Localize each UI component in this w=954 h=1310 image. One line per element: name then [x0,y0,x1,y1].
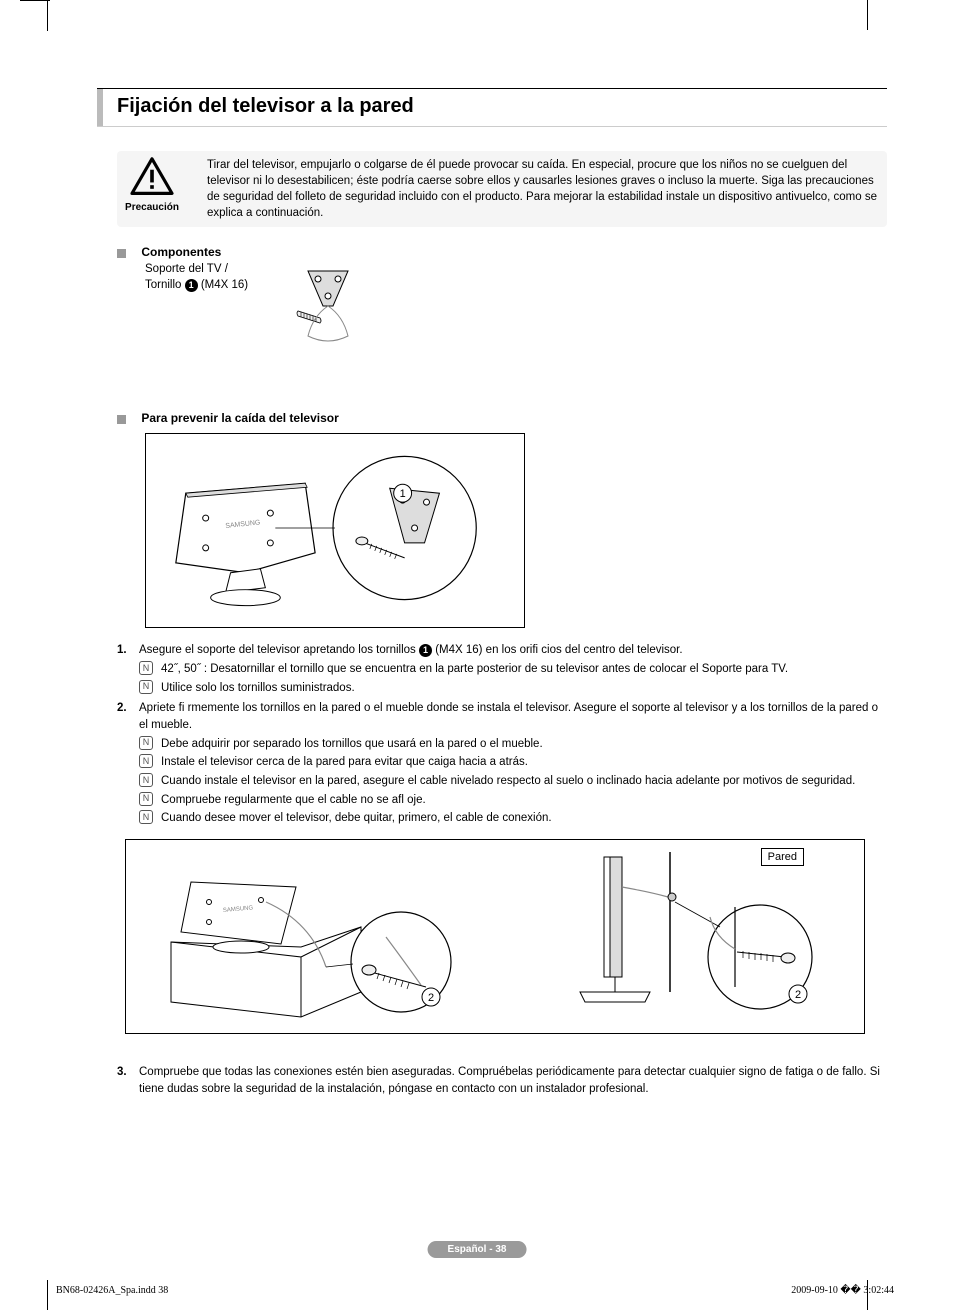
note-text: Utilice solo los tornillos suministrados… [161,680,355,697]
note-icon: N [139,773,153,787]
note-line: N Cuando instale el televisor en la pared… [139,773,887,790]
component-line2-prefix: Tornillo [145,279,185,291]
note-text: Cuando instale el televisor en la pared,… [161,773,855,790]
square-bullet-icon [117,249,126,258]
page-title: Fijación del televisor a la pared [117,95,887,118]
section-heading-row: Para prevenir la caída del televisor [117,411,887,425]
note-text: Instale el televisor cerca de la pared p… [161,754,528,771]
note-line: N Instale el televisor cerca de la pared … [139,754,887,771]
note-text: Debe adquirir por separado los tornillos… [161,736,543,753]
crop-mark [867,0,897,30]
step-body: Compruebe que todas las conexiones estén… [139,1064,887,1097]
caution-icon-wrap: Precaución [117,157,187,221]
print-footer: BN68-02426A_Spa.indd 38 2009-09-10 �� 3:… [56,1285,894,1296]
caution-text: Tirar del televisor, empujarlo o colgars… [207,157,877,221]
note-text: Cuando desee mover el televisor, debe qu… [161,810,552,827]
note-line: N 42˝, 50˝ : Desatornillar el tornillo qu… [139,661,887,678]
components-section: Componentes Soporte del TV / Tornillo 1 … [117,245,887,351]
title-bar: Fijación del televisor a la pared [97,88,887,127]
step3-text: Compruebe que todas las conexiones estén… [139,1066,880,1095]
step2-text: Apriete fi rmemente los tornillos en la … [139,702,878,731]
bracket-screw-diagram [278,261,378,351]
furniture-mount-diagram: SAMSUNG [126,840,495,1033]
note-text: Compruebe regularmente que el cable no s… [161,792,426,809]
note-icon: N [139,661,153,675]
footer-filename: BN68-02426A_Spa.indd 38 [56,1285,168,1296]
step-item: 1. Asegure el soporte del televisor apre… [117,642,887,696]
tv-bracket-diagram: SAMSUNG [145,433,525,628]
caution-label: Precaución [117,202,187,213]
caution-box: Precaución Tirar del televisor, empujarl… [117,151,887,227]
circled-number-icon: 1 [419,644,432,657]
prevent-section: Para prevenir la caída del televisor SAM… [117,411,887,628]
diagram-marker-1: 1 [400,489,406,501]
wall-mount-diagram: Pared [495,840,864,1033]
note-line: N Cuando desee mover el televisor, debe q… [139,810,887,827]
component-line2-suffix: (M4X 16) [198,279,249,291]
step-body: Apriete fi rmemente los tornillos en la … [139,700,887,827]
square-bullet-icon [117,415,126,424]
component-row: Soporte del TV / Tornillo 1 (M4X 16) [117,261,887,351]
note-icon: N [139,736,153,750]
component-line1: Soporte del TV / [145,263,228,275]
page-number-pill: Español - 38 [428,1241,527,1258]
dual-installation-diagram: SAMSUNG [125,839,865,1034]
step1-text-a: Asegure el soporte del televisor apretan… [139,644,419,656]
step-number: 2. [117,700,139,827]
section-heading-row: Componentes [117,245,887,259]
note-line: N Debe adquirir por separado los tornillo… [139,736,887,753]
svg-text:2: 2 [427,992,433,1004]
footer-timestamp: 2009-09-10 �� 3:02:44 [791,1285,894,1296]
component-text: Soporte del TV / Tornillo 1 (M4X 16) [145,261,248,351]
crop-mark [20,0,50,30]
step-body: Asegure el soporte del televisor apretan… [139,642,887,696]
page-content: Fijación del televisor a la pared Precau… [97,88,887,1101]
step-item: 2. Apriete fi rmemente los tornillos en … [117,700,887,827]
note-icon: N [139,792,153,806]
steps-list-continued: 3. Compruebe que todas las conexiones es… [117,1064,887,1097]
svg-text:2: 2 [794,989,800,1001]
crop-mark [20,1280,50,1310]
wall-label: Pared [761,848,804,866]
step-number: 3. [117,1064,139,1097]
note-icon: N [139,810,153,824]
note-line: N Compruebe regularmente que el cable no … [139,792,887,809]
components-heading: Componentes [141,245,221,259]
note-text: 42˝, 50˝ : Desatornillar el tornillo que… [161,661,788,678]
prevent-heading: Para prevenir la caída del televisor [141,411,338,425]
step-item: 3. Compruebe que todas las conexiones es… [117,1064,887,1097]
warning-icon [128,157,176,197]
step-number: 1. [117,642,139,696]
steps-list: 1. Asegure el soporte del televisor apre… [117,642,887,827]
note-icon: N [139,754,153,768]
note-line: N Utilice solo los tornillos suministrado… [139,680,887,697]
step1-text-b: (M4X 16) en los orifi cios del centro de… [432,644,683,656]
circled-number-icon: 1 [185,279,198,292]
note-icon: N [139,680,153,694]
